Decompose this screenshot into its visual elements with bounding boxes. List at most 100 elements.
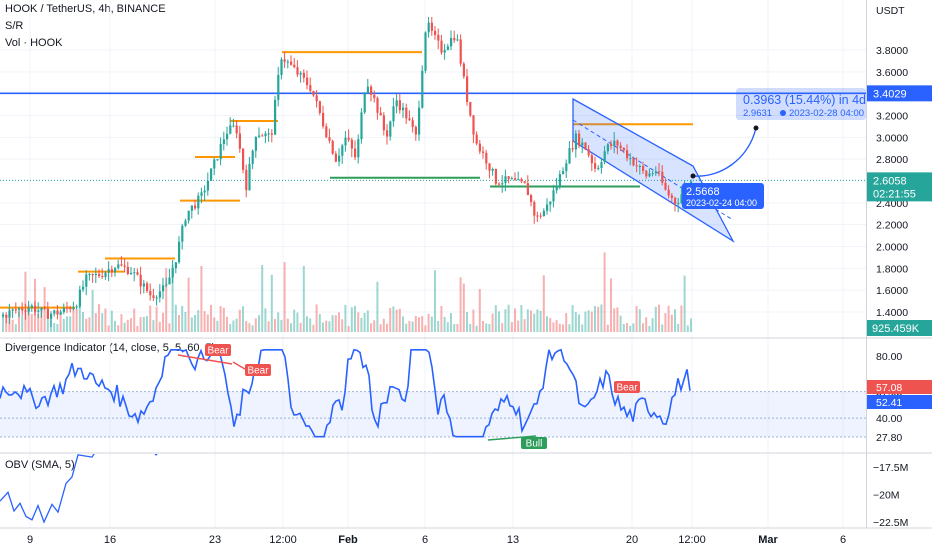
volume-bar [501, 323, 504, 332]
candle-body [280, 59, 283, 75]
candle-body [130, 272, 133, 274]
volume-bar [453, 323, 456, 332]
candle-body [146, 283, 149, 292]
candle [190, 205, 193, 219]
volume-bar [520, 305, 523, 332]
candle [277, 66, 280, 107]
volume-bar [226, 316, 228, 332]
candle-body [126, 266, 129, 274]
volume-bar [574, 312, 577, 332]
volume-bar [2, 313, 4, 332]
divergence-value-blue-tag[interactable]: 52.41 [867, 395, 932, 409]
volume-bar [373, 320, 376, 332]
projection-box[interactable]: 0.3963 (15.44%) in 4d 2.9631 2023-02-28 … [736, 88, 866, 120]
candle [674, 196, 677, 212]
price-label-time: 2023-02-24 04:00 [686, 198, 757, 208]
volume-bar [24, 271, 27, 332]
volume-bar [184, 312, 187, 332]
volume-bar [597, 306, 600, 332]
candle [635, 157, 638, 173]
volume-bar [590, 311, 593, 332]
candle-body [50, 313, 53, 319]
divergence-tick-label: 80.00 [876, 351, 902, 363]
candle-body [117, 264, 120, 269]
volume-bar [539, 310, 542, 332]
candle [194, 199, 197, 211]
candle [306, 70, 309, 90]
candle [565, 159, 568, 179]
price-label-value: 2.5668 [686, 186, 720, 198]
candle-body [219, 143, 222, 160]
candle [72, 301, 75, 311]
price-label-box[interactable]: 2.5668 2023-02-24 04:00 [682, 183, 764, 209]
candle-body [562, 171, 565, 175]
support-resistance-lines [0, 51, 693, 309]
candle-body [232, 125, 235, 127]
candle [606, 143, 609, 155]
volume-bar [395, 309, 398, 332]
volume-bar [635, 306, 638, 332]
time-tick-label: 20 [626, 534, 638, 546]
candle-body [2, 314, 5, 317]
candle [638, 164, 641, 175]
tag-bg [867, 320, 932, 336]
price-axis-unit: USDT [876, 5, 905, 17]
candle-body [5, 314, 8, 318]
candle-body [296, 67, 299, 75]
candle [107, 261, 110, 282]
candle-body [293, 64, 296, 68]
volume-bar [238, 309, 241, 332]
candle [651, 170, 654, 177]
obv-legend[interactable]: OBV (SMA, 5) [5, 459, 75, 471]
candle-body [43, 307, 46, 309]
volume-bar [178, 315, 180, 332]
candle-body [622, 147, 625, 151]
volume-bar [155, 306, 158, 332]
candle-body [664, 182, 667, 190]
price-tick-label: 2.0000 [876, 242, 908, 254]
divergence-value-red-tag[interactable]: 57.08 [867, 380, 932, 394]
candle [366, 78, 369, 95]
tag-bg [867, 172, 932, 202]
volume-bar [46, 315, 49, 332]
volume-bar [427, 313, 430, 332]
chart-grid [0, 0, 866, 528]
candle-body [27, 308, 30, 312]
candle-body [539, 215, 542, 217]
candle-body [34, 305, 37, 312]
price-tick-label: 2.8000 [876, 154, 908, 166]
candle-body [136, 272, 139, 275]
symbol-title[interactable]: HOOK / TetherUS, 4h, BINANCE [5, 3, 166, 15]
time-tick-label: Feb [338, 534, 358, 546]
candle [520, 177, 523, 183]
volume-bar [440, 306, 443, 332]
label-background [521, 437, 547, 449]
volume-bar [498, 311, 500, 332]
obv-line [0, 454, 158, 524]
volume-bar [30, 313, 33, 332]
volume-bar [133, 308, 136, 332]
candle-body [667, 189, 670, 196]
volume-tag[interactable]: 925.459K [867, 320, 932, 336]
candle [254, 136, 257, 158]
candle-body [299, 72, 302, 75]
resistance-price-tag[interactable]: 3.4029 [867, 85, 932, 102]
candle [533, 200, 536, 224]
candle [66, 301, 69, 313]
candle-body [72, 307, 75, 310]
divergence-tick-label: 40.00 [876, 413, 902, 425]
volume-indicator-label[interactable]: Vol · HOOK [5, 37, 63, 49]
volume-bar [366, 310, 369, 332]
candle-body [510, 178, 513, 180]
candle [309, 77, 312, 94]
candle-body [331, 140, 334, 154]
candle-body [24, 310, 27, 312]
candle-body [37, 310, 40, 312]
volume-bar [222, 307, 225, 332]
volume-bar [485, 323, 488, 332]
volume-bar [165, 268, 168, 332]
candle-body [59, 312, 62, 315]
sr-indicator-label[interactable]: S/R [5, 20, 24, 32]
